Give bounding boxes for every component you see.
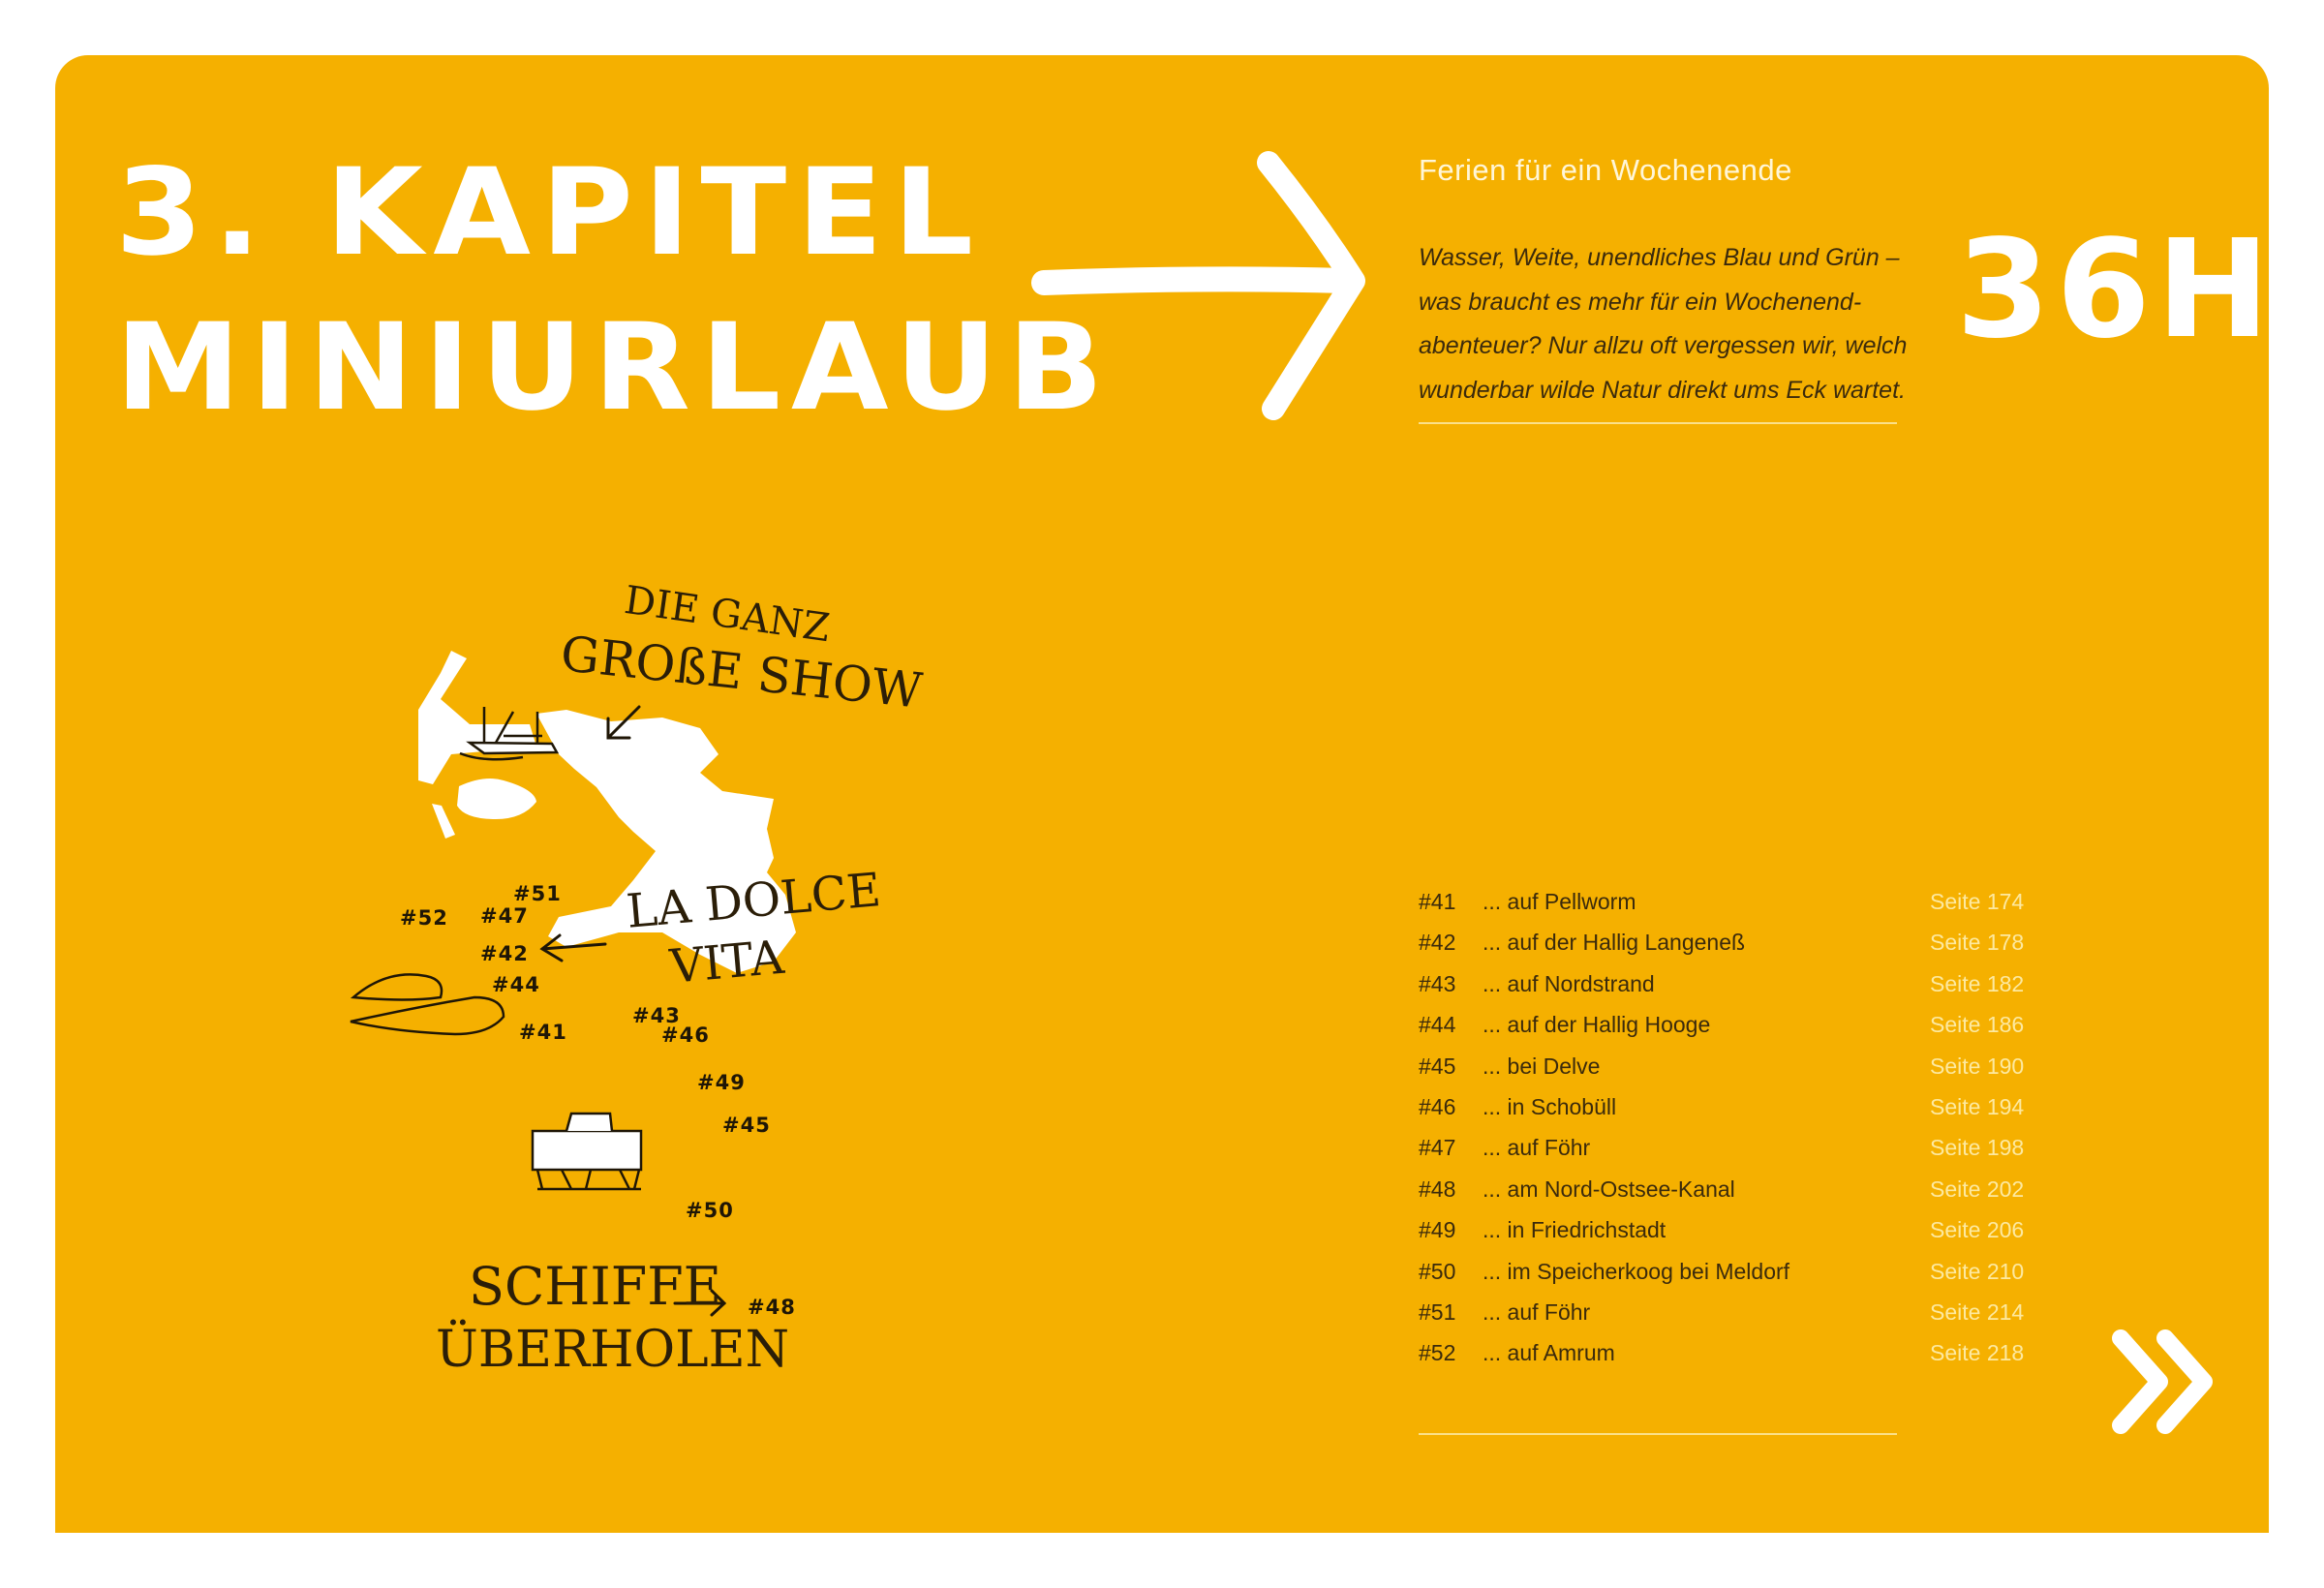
chapter-panel [55,55,2269,1533]
entry-row[interactable]: #49 ... in Friedrichstadt Seite 206 [1419,1217,2038,1256]
entry-row[interactable]: #48 ... am Nord-Ostsee-Kanal Seite 202 [1419,1176,2038,1215]
entry-page: Seite 182 [1930,970,2025,996]
map-marker: #49 [697,1071,746,1094]
entry-title: ... im Speicherkoog bei Meldorf [1483,1258,1790,1284]
entry-row[interactable]: #42 ... auf der Hallig Langeneß Seite 178 [1419,930,2038,968]
map-label-ships-2: ÜBERHOLEN [436,1321,790,1379]
entry-page: Seite 174 [1930,889,2025,914]
entry-row[interactable]: #41 ... auf Pellworm Seite 174 [1419,889,2038,928]
entry-row[interactable]: #47 ... auf Föhr Seite 198 [1419,1135,2038,1174]
sylt-island-shape [418,651,536,784]
entry-page: Seite 186 [1930,1012,2025,1038]
map-marker: #50 [686,1199,734,1222]
map-marker: #45 [722,1114,771,1137]
entry-page: Seite 194 [1930,1094,2025,1119]
ship-icon [459,707,560,761]
entry-page: Seite 190 [1930,1053,2025,1079]
entry-row[interactable]: #44 ... auf der Hallig Hooge Seite 186 [1419,1012,2038,1051]
entry-number: #45 [1419,1053,1456,1079]
entry-page: Seite 198 [1930,1135,2025,1161]
entry-row[interactable]: #50 ... im Speicherkoog bei Meldorf Seite … [1419,1259,2038,1298]
amrum-island-shape [432,804,455,839]
entry-page: Seite 202 [1930,1176,2025,1202]
entry-number: #44 [1419,1012,1456,1038]
map-marker: #42 [480,942,529,965]
entry-page: Seite 210 [1930,1258,2025,1284]
entry-number: #50 [1419,1258,1456,1284]
entry-number: #41 [1419,889,1456,914]
chapter-title: MINIURLAUB [115,298,1115,438]
map-label-ships-1: SCHIFFE [469,1256,722,1317]
entry-number: #52 [1419,1340,1456,1366]
entry-row[interactable]: #51 ... auf Föhr Seite 214 [1419,1299,2038,1338]
entry-title: ... auf Föhr [1483,1299,1591,1325]
map-marker: #48 [748,1296,796,1319]
entry-page: Seite 206 [1930,1217,2025,1243]
intro-line: abenteuer? Nur allzu oft vergessen wir, … [1419,332,1908,359]
map-marker: #47 [480,904,529,928]
entry-number: #46 [1419,1094,1456,1119]
arrow-right-icon [1031,151,1365,420]
mainland-shape [536,710,796,973]
entry-title: ... bei Delve [1483,1053,1601,1079]
entry-title: ... in Friedrichstadt [1483,1217,1667,1243]
map-marker: #41 [519,1021,567,1044]
entry-title: ... auf Amrum [1483,1340,1615,1366]
entry-row[interactable]: #46 ... in Schobüll Seite 194 [1419,1094,2038,1133]
pointer-arrows [539,705,727,1317]
intro-line: was braucht es mehr für ein Wochenend- [1419,288,1862,316]
divider [1419,422,1897,424]
entry-number: #43 [1419,970,1456,996]
seals-icon [350,973,505,1036]
entry-row[interactable]: #52 ... auf Amrum Seite 218 [1419,1340,2038,1379]
entry-row[interactable]: #43 ... auf Nordstrand Seite 182 [1419,971,2038,1010]
chapter-number: 3. KAPITEL [115,143,984,283]
entry-page: Seite 218 [1930,1340,2025,1366]
double-chevron-right-icon[interactable] [2109,1327,2220,1438]
map-marker: #46 [661,1023,710,1047]
entry-number: #47 [1419,1135,1456,1161]
map-label-dolce-2: VITA [667,930,786,994]
intro-line: wunderbar wilde Natur direkt ums Eck war… [1419,376,1906,404]
entry-row[interactable]: #45 ... bei Delve Seite 190 [1419,1054,2038,1092]
entry-number: #42 [1419,930,1456,956]
map-marker: #43 [632,1004,681,1027]
entry-page: Seite 178 [1930,930,2025,956]
entry-title: ... auf der Hallig Hooge [1483,1012,1711,1038]
map-marker: #51 [513,882,562,905]
entry-title: ... auf Föhr [1483,1135,1591,1161]
map-marker: #52 [400,906,448,930]
entry-title: ... auf Nordstrand [1483,970,1655,996]
stilt-house-icon [531,1112,643,1191]
foehr-island-shape [457,779,536,819]
chapter-intro: Wasser, Weite, unendliches Blau und Grün… [1419,236,1922,412]
entry-number: #51 [1419,1299,1456,1325]
map-marker: #44 [492,973,540,996]
chapter-subtitle: Ferien für ein Wochenende [1419,153,1792,187]
entry-page: Seite 214 [1930,1299,2025,1325]
divider [1419,1433,1897,1435]
entry-number: #48 [1419,1176,1456,1202]
entry-title: ... am Nord-Ostsee-Kanal [1483,1176,1735,1202]
entry-number: #49 [1419,1217,1456,1243]
entry-title: ... auf Pellworm [1483,889,1636,914]
intro-line: Wasser, Weite, unendliches Blau und Grün… [1419,244,1900,271]
entry-title: ... auf der Hallig Langeneß [1483,930,1746,956]
duration-badge: 36H [1956,211,2276,369]
entry-title: ... in Schobüll [1483,1094,1617,1119]
